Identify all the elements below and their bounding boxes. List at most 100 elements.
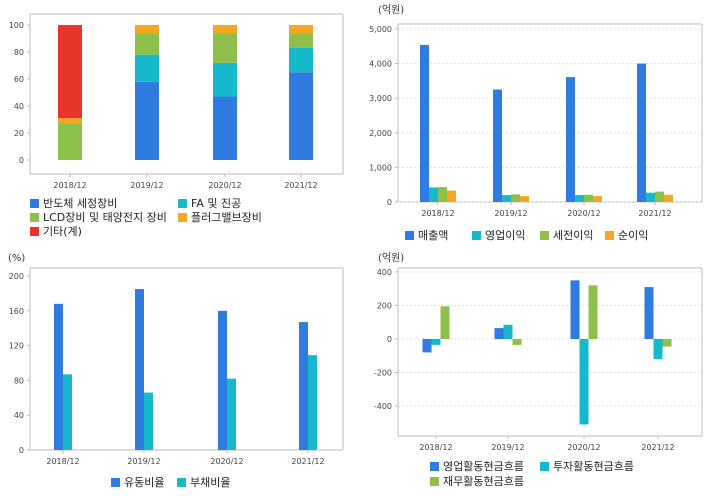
x-tick-label: 2021/12	[638, 209, 671, 218]
legend-label: 기타(계)	[43, 225, 82, 238]
x-tick-label: 2020/12	[567, 209, 600, 218]
legend-swatch	[111, 478, 120, 487]
legend-label: FA 및 진공	[191, 197, 241, 210]
bar-1	[218, 310, 227, 450]
x-tick-label: 2021/12	[641, 443, 674, 452]
unit-label: (%)	[8, 253, 25, 264]
y-tick-label: 0	[387, 198, 392, 207]
y-tick-label: 120	[9, 342, 24, 351]
bar-segment	[58, 123, 82, 160]
x-tick-label: 2019/12	[130, 181, 163, 190]
bar-3	[584, 194, 593, 202]
bar-segment	[58, 25, 82, 119]
x-tick-label: 2019/12	[491, 443, 524, 452]
bar-segment	[289, 47, 313, 73]
chart-3: 0 40 80 120 160 200 (%) 2018/12 2019/12 2020/12 20…	[8, 253, 344, 466]
y-tick-label: 160	[9, 307, 24, 316]
bar-2	[653, 339, 663, 360]
bar-2	[227, 378, 236, 450]
bar-1	[420, 44, 429, 202]
y-tick-label: 0	[19, 446, 24, 455]
bar-2	[144, 392, 153, 450]
bar-1	[54, 303, 63, 450]
bar-1	[135, 289, 144, 450]
legend-chart-2: 매출액 영업이익 세전이익 순이익	[405, 229, 648, 242]
bar-4	[664, 194, 673, 202]
bar-2	[646, 192, 655, 202]
legend-swatch	[405, 231, 414, 240]
legend-swatch	[178, 199, 187, 208]
x-tick-label: 2018/12	[421, 209, 454, 218]
legend-swatch	[430, 462, 439, 471]
y-tick-label: 5,000	[369, 25, 392, 34]
legend-label: 재무활동현금흐름	[443, 474, 524, 488]
y-tick-label: 400	[377, 268, 392, 277]
legend-chart-3: 유동비율 부채비율	[111, 476, 230, 489]
bar-2	[308, 355, 317, 450]
legend-label: 영업활동현금흐름	[443, 459, 524, 473]
x-tick-label: 2020/12	[208, 181, 241, 190]
legend-swatch	[540, 462, 549, 471]
y-tick-label: 100	[9, 21, 24, 30]
y-tick-label: 80	[14, 376, 24, 385]
legend-label: 매출액	[418, 229, 448, 242]
bar-2	[579, 339, 589, 425]
legend-label: 투자활동현금흐름	[553, 459, 634, 473]
y-tick-label: -200	[374, 369, 392, 378]
bar-segment	[135, 25, 159, 34]
y-tick-label: -400	[374, 402, 392, 411]
bar-3	[655, 191, 664, 202]
bar-1	[644, 287, 654, 339]
legend-swatch	[30, 213, 39, 222]
bar-1	[493, 89, 502, 202]
bar-segment	[135, 54, 159, 82]
bar-2	[503, 324, 513, 339]
chart-1: 0 20 40 60 80 100 2018/12 2019/12 2020/12 2021/12	[9, 13, 344, 190]
x-tick-label: 2020/12	[210, 457, 243, 466]
bar-segment	[58, 118, 82, 124]
y-tick-label: 4,000	[369, 60, 392, 69]
bar-1	[299, 322, 308, 450]
bar-1	[566, 77, 575, 202]
legend-swatch	[430, 477, 439, 486]
legend-swatch	[178, 213, 187, 222]
y-tick-label: 40	[14, 411, 24, 420]
bar-segment	[213, 25, 237, 34]
legend-label: 순이익	[618, 229, 648, 242]
x-tick-label: 2018/12	[46, 457, 79, 466]
bar-segment	[135, 81, 159, 160]
x-tick-label: 2018/12	[419, 443, 452, 452]
x-tick-label: 2021/12	[284, 181, 317, 190]
legend-label: 영업이익	[485, 229, 525, 242]
legend-label: LCD장비 및 태양전지 장비	[43, 211, 167, 224]
x-tick-label: 2018/12	[53, 181, 86, 190]
y-tick-label: 0	[387, 335, 392, 344]
bar-segment	[213, 96, 237, 160]
chart-2: 0 1,000 2,000 3,000 4,000 5,000 (억원) 2018/12 201…	[369, 4, 703, 218]
x-tick-label: 2019/12	[127, 457, 160, 466]
bar-1	[637, 63, 646, 202]
bar-3	[511, 194, 520, 202]
legend-swatch	[605, 231, 614, 240]
y-tick-label: 2,000	[369, 129, 392, 138]
y-tick-label: 1,000	[369, 163, 392, 172]
legend-swatch	[472, 231, 481, 240]
x-tick-label: 2021/12	[291, 457, 324, 466]
bar-4	[520, 196, 529, 202]
bar-segment	[289, 25, 313, 34]
y-tick-label: 200	[9, 272, 24, 281]
y-tick-label: 0	[19, 156, 24, 165]
bar-3	[438, 187, 447, 202]
legend-chart-1: 반도체 세정장비 FA 및 진공 LCD장비 및 태양전지 장비 플러그밸브장비기타(…	[30, 197, 262, 238]
y-tick-label: 3,000	[369, 94, 392, 103]
bar-2	[429, 187, 438, 202]
bar-segment	[289, 72, 313, 160]
legend-swatch	[30, 199, 39, 208]
legend-label: 플러그밸브장비	[191, 211, 262, 224]
bar-segment	[213, 62, 237, 97]
bar-3	[588, 285, 598, 339]
bar-1	[494, 328, 504, 339]
bar-1	[570, 280, 580, 339]
